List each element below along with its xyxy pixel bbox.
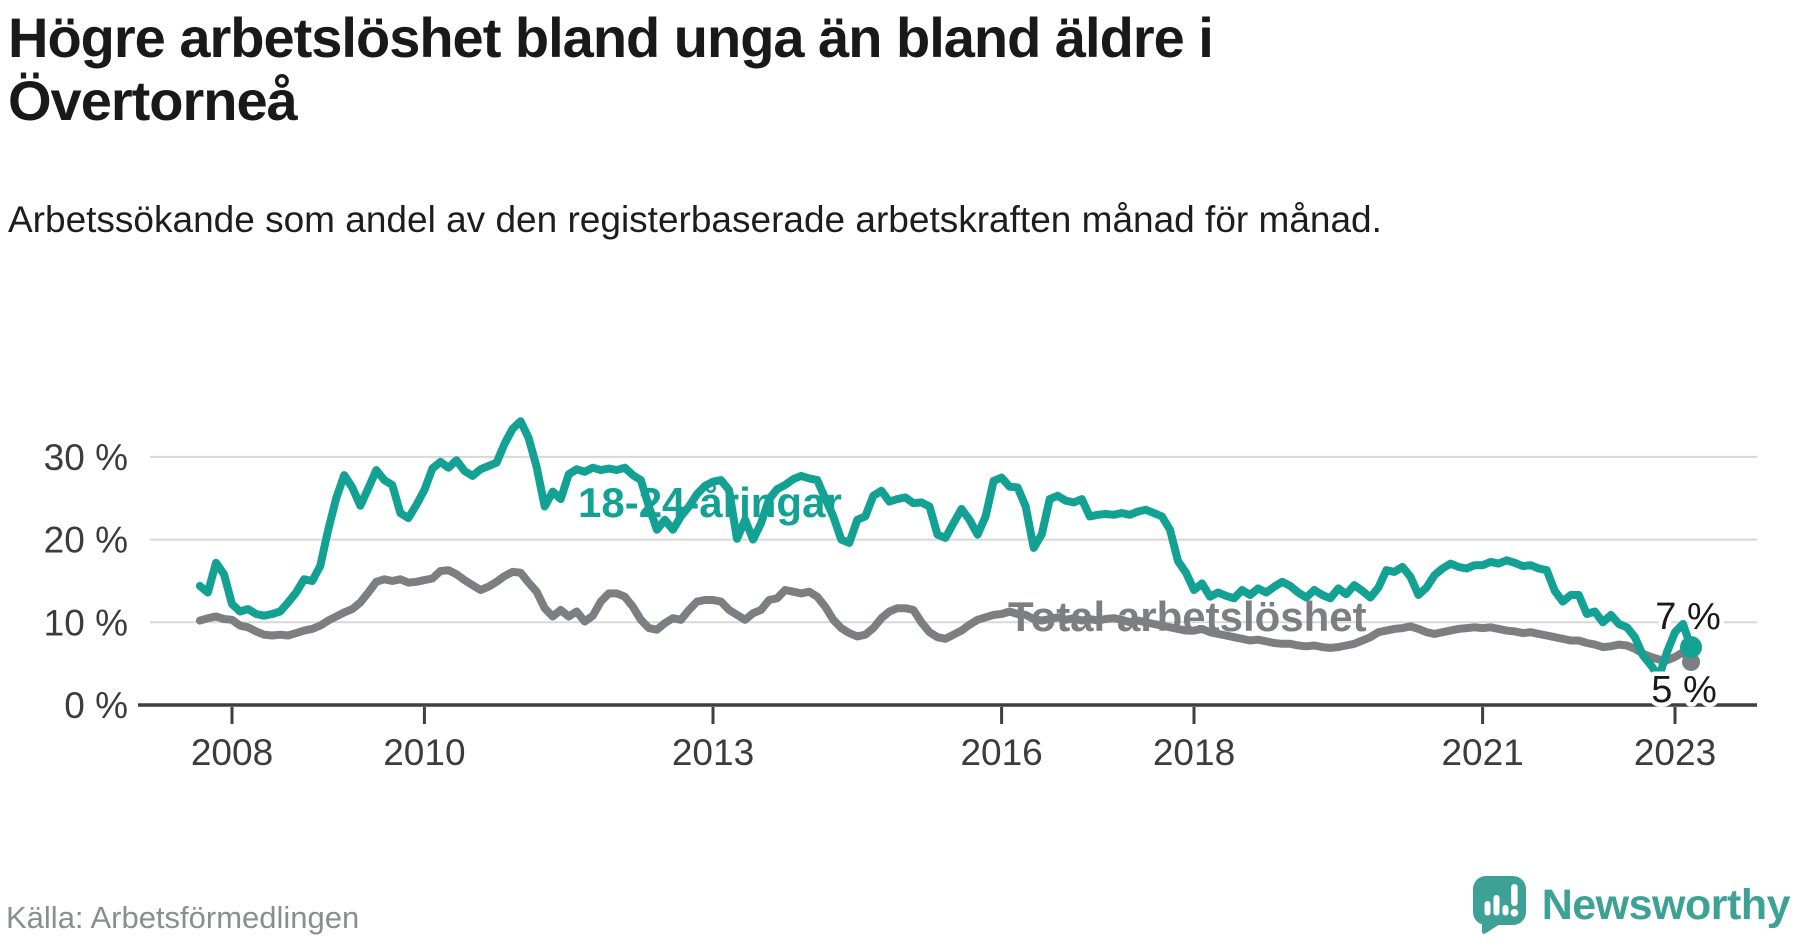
x-tick-label-2010: 2010 [383,732,465,773]
x-tick-label-2016: 2016 [960,732,1042,773]
x-tick-label-2018: 2018 [1153,732,1235,773]
chart-subtitle: Arbetssökande som andel av den registerb… [8,199,1382,240]
series-label-total: Total arbetslöshet [1008,593,1367,640]
y-tick-label-30: 30 % [44,437,128,478]
series-line-total [195,566,1695,666]
end-value-label-total: 5 % [1651,669,1716,711]
newsworthy-wordmark: Newsworthy [1541,880,1791,929]
newsworthy-logo-icon [1472,876,1526,934]
gridlines [150,455,1757,624]
newsworthy-logo: Newsworthy [1471,874,1791,936]
x-axis [138,703,1757,724]
series-end-dot-youth [1680,636,1703,659]
chart-title: Högre arbetslöshet bland unga än bland ä… [8,6,1214,133]
series-end-dot-total [1682,652,1701,671]
source-note: Källa: Arbetsförmedlingen [6,900,360,935]
end-value-label-youth: 7 % [1655,596,1720,638]
x-tick-label-2023: 2023 [1634,732,1716,773]
chart-labels: 0 % 10 % 20 % 30 % 2008 2010 2013 2016 2018 2021 2… [44,437,1726,773]
x-tick-label-2013: 2013 [672,732,754,773]
data-series [195,417,1703,681]
series-label-youth: 18-24-åringar [578,479,842,526]
y-tick-label-0: 0 % [64,685,128,726]
series-line-youth [195,417,1695,681]
y-tick-label-10: 10 % [44,602,128,643]
y-tick-label-20: 20 % [44,520,128,561]
x-tick-label-2021: 2021 [1441,732,1523,773]
x-tick-label-2008: 2008 [191,732,273,773]
